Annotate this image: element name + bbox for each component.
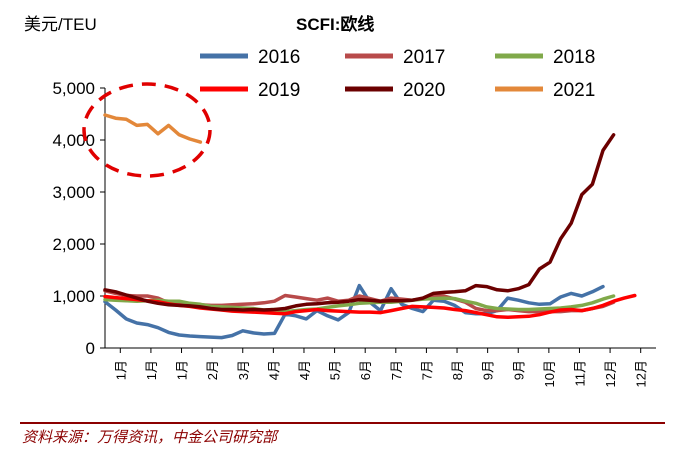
x-tick-label: 5月 (328, 360, 343, 380)
x-tick-label: 9月 (481, 360, 496, 380)
x-tick-label: 3月 (236, 360, 251, 380)
x-tick-label: 6月 (358, 360, 373, 380)
legend-label-2020: 2020 (403, 80, 445, 101)
x-tick-label: 12月 (603, 360, 618, 387)
legend-label-2017: 2017 (403, 47, 445, 68)
y-axis-title: 美元/TEU (24, 15, 97, 34)
y-tick-label: 5,000 (52, 79, 95, 98)
x-tick-label: 10月 (542, 360, 557, 387)
x-tick-label: 4月 (266, 360, 281, 380)
axes: 0 1,000 2,000 3,000 4,000 5,000 1月 1月 1月 2月 3月 4月 4月… (52, 79, 656, 387)
y-tick-label: 0 (86, 339, 95, 358)
y-tick-label: 4,000 (52, 131, 95, 150)
x-tick-label: 8月 (450, 360, 465, 380)
x-tick-label: 1月 (144, 360, 159, 380)
chart-title: SCFI:欧线 (296, 14, 374, 34)
legend: 2016 2017 2018 2019 2020 2021 (200, 47, 595, 101)
series-line-2020 (103, 133, 616, 312)
x-tick-label: 1月 (175, 360, 190, 380)
y-tick-label: 3,000 (52, 183, 95, 202)
footer-divider (20, 422, 665, 424)
series-line-2021 (103, 113, 203, 144)
legend-label-2016: 2016 (258, 47, 300, 68)
y-tick-label: 1,000 (52, 287, 95, 306)
highlight-ellipse (82, 82, 212, 178)
y-tick-label: 2,000 (52, 235, 95, 254)
series-line-2018 (103, 294, 616, 314)
series-group (103, 113, 637, 340)
legend-label-2021: 2021 (553, 80, 595, 101)
x-tick-label: 4月 (297, 360, 312, 380)
x-tick-label: 12月 (634, 360, 649, 387)
x-tick-label: 7月 (419, 360, 434, 380)
x-tick-label: 11月 (572, 360, 587, 387)
x-tick-label: 2月 (205, 360, 220, 380)
legend-label-2018: 2018 (553, 47, 595, 68)
legend-label-2019: 2019 (258, 80, 300, 101)
x-tick-label: 7月 (389, 360, 404, 380)
x-tick-label: 1月 (113, 360, 128, 380)
x-tick-label: 9月 (511, 360, 526, 380)
source-note: 资料来源：万得资讯，中金公司研究部 (22, 428, 278, 446)
